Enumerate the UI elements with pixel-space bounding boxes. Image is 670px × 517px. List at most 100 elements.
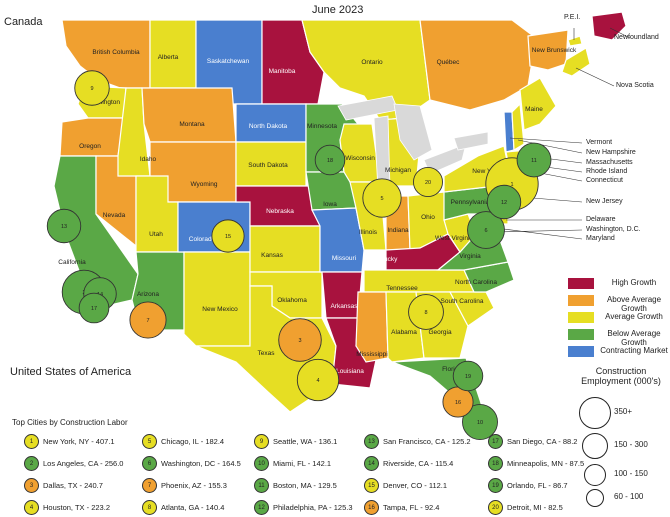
top-city-item: 2 Los Angeles, CA - 256.0 <box>24 456 123 471</box>
legend-label: Below Average Growth <box>607 329 661 347</box>
svg-text:13: 13 <box>61 224 67 230</box>
region-label-kentucky: Kentucky <box>371 256 398 263</box>
top-city-item: 8 Atlanta, GA - 140.4 <box>142 500 224 515</box>
top-city-label: Miami, FL - 142.1 <box>273 459 332 468</box>
legend-item-above: Above Average Growth <box>568 295 668 313</box>
top-city-bubble: 10 <box>254 456 269 471</box>
top-city-label: Boston, MA - 129.5 <box>273 481 337 490</box>
legend-label: High Growth <box>611 278 657 287</box>
region-label-georgia: Georgia <box>428 329 452 336</box>
size-legend-circle <box>579 397 611 429</box>
region-label-alberta: Alberta <box>158 54 179 61</box>
callout-line-newfoundland <box>609 27 631 39</box>
top-city-label: Los Angeles, CA - 256.0 <box>43 459 124 468</box>
svg-text:3: 3 <box>298 338 301 344</box>
svg-text:19: 19 <box>465 374 471 380</box>
region-label-oklahoma: Oklahoma <box>277 297 307 304</box>
callout-label-delaware: Delaware <box>586 216 616 223</box>
top-city-bubble: 8 <box>142 500 157 515</box>
city-bubble-17: 17 <box>78 292 110 324</box>
legend-swatch <box>568 346 594 357</box>
city-bubble-7: 7 <box>129 301 167 339</box>
size-legend-label: 60 - 100 <box>614 492 644 501</box>
region-oregon <box>59 117 125 157</box>
legend-swatch <box>568 312 594 323</box>
region-label-maine: Maine <box>525 106 543 113</box>
region-labels: British Columbia Alberta Saskatchewan Manit… <box>58 47 577 375</box>
country-label-usa: United States of America <box>10 366 132 378</box>
callout-line-washington-d-c <box>493 229 583 233</box>
top-city-item: 12 Philadelphia, PA - 125.3 <box>254 500 353 515</box>
callout-line-nova-scotia <box>575 67 615 87</box>
region-new-mexico <box>183 251 251 347</box>
region-mississippi <box>355 291 389 363</box>
region-label-wyoming: Wyoming <box>190 181 217 188</box>
region-label-north-carolina: North Carolina <box>455 279 497 286</box>
top-city-bubble: 4 <box>24 500 39 515</box>
region-qu-bec <box>419 19 537 111</box>
size-legend-circle <box>582 433 608 459</box>
top-city-item: 18 Minneapolis, MN - 87.5 <box>488 456 584 471</box>
top-city-item: 13 San Francisco, CA - 125.2 <box>364 434 471 449</box>
region-label-virginia: Virginia <box>459 253 481 260</box>
region-label-new-mexico: New Mexico <box>202 306 238 313</box>
city-bubble-10: 10 <box>462 404 498 440</box>
top-city-label: Philadelphia, PA - 125.3 <box>273 503 353 512</box>
great-lakes <box>337 95 489 191</box>
top-city-item: 6 Washington, DC - 164.5 <box>142 456 241 471</box>
region-label-louisiana: Louisiana <box>336 368 364 375</box>
legend-item-high: High Growth <box>568 278 668 289</box>
top-city-item: 16 Tampa, FL - 92.4 <box>364 500 439 515</box>
callout-line-vermont <box>509 137 583 144</box>
legend-label: Contracting Market <box>600 346 668 355</box>
region-label-manitoba: Manitoba <box>269 68 296 75</box>
city-bubble-6: 6 <box>467 211 505 249</box>
svg-text:8: 8 <box>424 310 427 316</box>
top-city-bubble: 18 <box>488 456 503 471</box>
region-label-indiana: Indiana <box>387 227 409 234</box>
top-city-item: 15 Denver, CO - 112.1 <box>364 478 447 493</box>
svg-text:10: 10 <box>477 420 483 426</box>
city-bubble-13: 13 <box>46 208 82 244</box>
top-city-item: 5 Chicago, IL - 182.4 <box>142 434 224 449</box>
region-kansas <box>249 225 321 273</box>
region-label-nebraska: Nebraska <box>266 208 294 215</box>
callout-line-maryland <box>495 227 583 240</box>
callout-label-new-hampshire: New Hampshire <box>586 149 636 156</box>
region-label-nevada: Nevada <box>103 212 126 219</box>
top-city-label: Minneapolis, MN - 87.5 <box>507 459 585 468</box>
callout-label-washington-d-c: Washington, D.C. <box>586 226 641 233</box>
region-label-florida: Florida <box>442 366 462 373</box>
top-city-bubble: 17 <box>488 434 503 449</box>
city-bubble-4: 4 <box>296 358 340 402</box>
size-legend-label: 150 - 300 <box>614 440 648 449</box>
lake-shape <box>453 131 489 151</box>
region-newfoundland <box>591 11 627 41</box>
size-legend-circle <box>586 489 604 507</box>
callout-label-newfoundland: Newfoundland <box>614 34 659 41</box>
city-bubble-16: 16 <box>442 386 474 418</box>
map-title: June 2023 <box>312 4 364 16</box>
legend-item-below: Below Average Growth <box>568 329 668 347</box>
country-label-canada: Canada <box>4 16 43 28</box>
region-label-south-dakota: South Dakota <box>248 162 288 169</box>
svg-text:6: 6 <box>484 228 487 234</box>
top-city-bubble: 15 <box>364 478 379 493</box>
svg-text:11: 11 <box>531 158 537 164</box>
top-city-bubble: 2 <box>24 456 39 471</box>
legend-label: Average Growth <box>605 312 663 321</box>
top-city-label: Seattle, WA - 136.1 <box>273 437 338 446</box>
top-city-item: 14 Riverside, CA - 115.4 <box>364 456 453 471</box>
callout-lines <box>493 27 631 240</box>
region-label-missouri: Missouri <box>332 255 356 262</box>
city-bubble-3: 3 <box>278 318 322 362</box>
region-nova-scotia <box>561 47 591 77</box>
region-label-oregon: Oregon <box>79 143 101 150</box>
svg-text:1: 1 <box>510 182 513 188</box>
region-label-qu-bec: Québec <box>437 59 461 66</box>
region-label-british-columbia: British Columbia <box>92 49 140 56</box>
city-bubble-5: 5 <box>362 178 402 218</box>
legend-swatch <box>568 278 594 289</box>
region-label-south-carolina: South Carolina <box>441 298 484 305</box>
svg-text:12: 12 <box>501 200 507 206</box>
